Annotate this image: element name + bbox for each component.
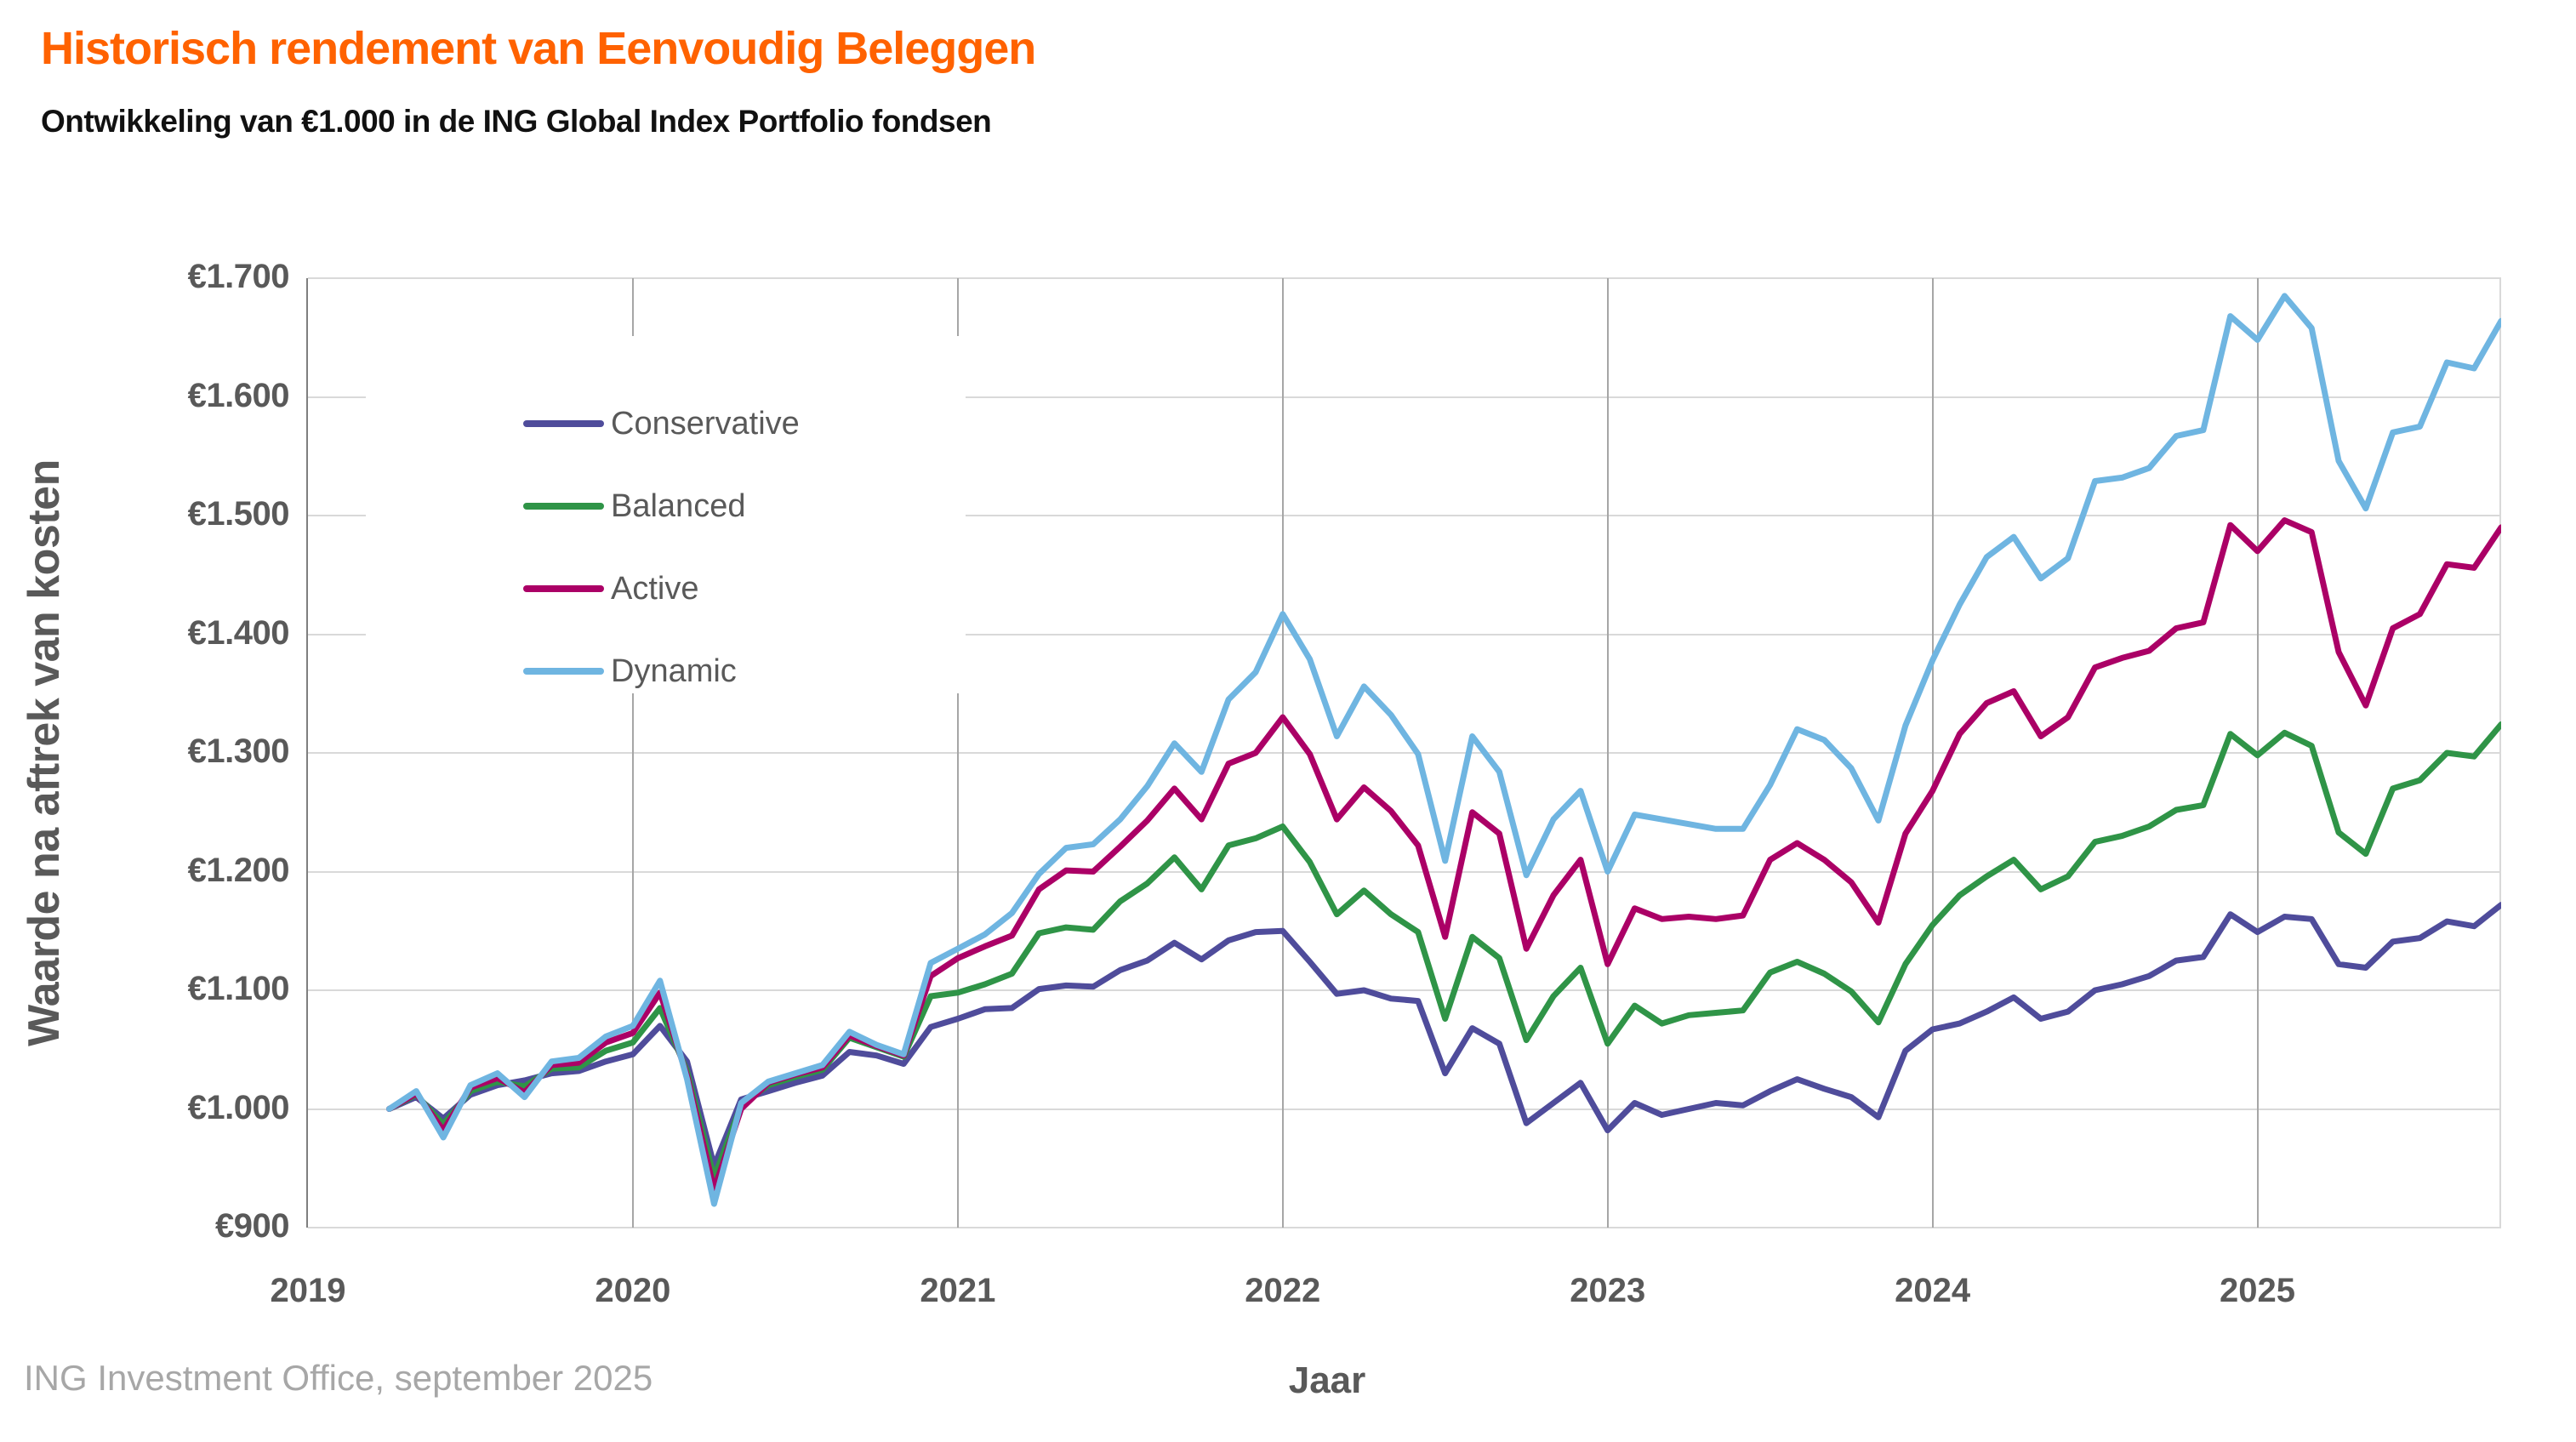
y-tick-label: €1.500 [187,495,290,533]
legend: Conservative Balanced Active Dynamic [366,336,966,693]
y-axis-line [306,278,308,1228]
series-line-conservative [386,902,2501,1169]
gridline-horizontal [308,633,2501,636]
series-layer [386,293,2501,1207]
gridline-horizontal [308,515,2501,516]
x-tick-label: 2021 [920,1272,996,1309]
x-tick-label: 2025 [2220,1272,2296,1309]
source-note: ING Investment Office, september 2025 [24,1358,653,1398]
plot-right-border [2499,278,2501,1228]
plot-area [306,277,2501,1228]
page-subtitle: Ontwikkeling van €1.000 in de ING Global… [41,104,992,139]
y-tick-label: €1.000 [187,1088,290,1126]
gridline-horizontal [308,396,2501,398]
legend-item-conservative: Conservative [523,403,800,444]
gridline-vertical [1931,278,1934,1228]
gridline-horizontal [308,989,2501,991]
x-tick-label: 2023 [1570,1272,1646,1309]
gridline-horizontal [308,1108,2501,1110]
balanced-line-swatch [523,503,604,510]
x-tick-label: 2022 [1245,1272,1321,1309]
legend-label-balanced: Balanced [611,487,746,524]
active-line-swatch [523,585,604,592]
gridline-horizontal [308,870,2501,873]
x-tick-label: 2020 [595,1272,671,1309]
y-tick-label: €1.100 [187,970,290,1007]
series-line-dynamic [386,293,2501,1207]
gridline-horizontal [308,752,2501,754]
gridline-vertical [1281,278,1284,1228]
y-tick-label: €1.700 [187,258,290,295]
y-tick-label: €1.300 [187,732,290,770]
series-line-balanced [386,721,2501,1181]
conservative-line-swatch [523,420,604,427]
x-axis-title: Jaar [1288,1359,1366,1401]
gridline-vertical [1606,278,1609,1228]
gridline-horizontal [308,277,2501,279]
legend-item-balanced: Balanced [523,486,745,527]
y-axis-title: Waarde na aftrek van kosten [20,459,69,1046]
page-title: Historisch rendement van Eenvoudig Beleg… [41,23,1036,74]
y-tick-label: €1.600 [187,376,290,414]
gridline-horizontal [308,1227,2501,1228]
legend-label-dynamic: Dynamic [611,653,737,689]
dynamic-line-swatch [523,668,604,675]
legend-label-active: Active [611,570,699,607]
legend-item-dynamic: Dynamic [523,651,737,692]
legend-label-conservative: Conservative [611,405,800,442]
x-tick-label: 2019 [270,1272,346,1309]
gridline-vertical [956,278,959,1228]
y-tick-label: €1.200 [187,851,290,889]
legend-item-active: Active [523,568,698,609]
y-tick-label: €1.400 [187,613,290,652]
x-tick-label: 2024 [1895,1272,1971,1309]
y-tick-label: €900 [215,1207,289,1245]
gridline-vertical [631,278,634,1228]
